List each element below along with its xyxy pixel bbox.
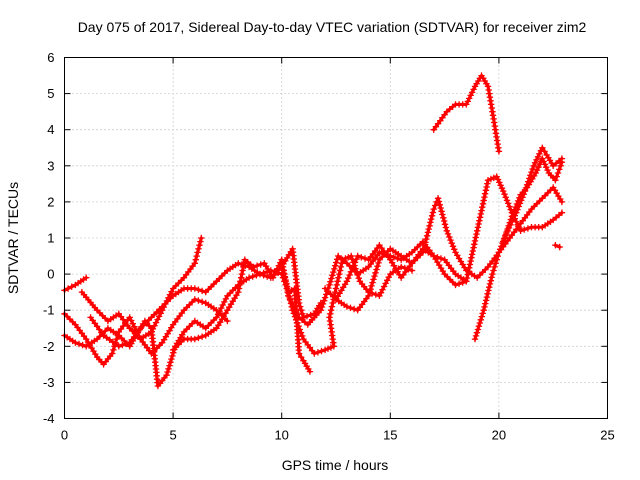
- chart-title: Day 075 of 2017, Sidereal Day-to-day VTE…: [78, 19, 587, 35]
- y-tick-label: 1: [47, 231, 54, 246]
- series-7: [278, 252, 416, 357]
- series-13: [552, 242, 563, 251]
- y-tick-label: 0: [47, 267, 54, 282]
- x-axis-label: GPS time / hours: [282, 457, 389, 473]
- series-points: [278, 252, 416, 357]
- series-points: [552, 242, 563, 251]
- x-tick-label: 0: [61, 428, 68, 443]
- plot-frame: [64, 57, 608, 419]
- series-points: [430, 72, 503, 155]
- y-tick-label: -3: [43, 375, 55, 390]
- series-9: [332, 173, 566, 303]
- series-points: [500, 155, 566, 245]
- series-line: [323, 185, 564, 312]
- x-tick-label: 10: [274, 428, 288, 443]
- series-8: [321, 184, 566, 314]
- x-tick-label: 15: [383, 428, 397, 443]
- series-10: [430, 72, 503, 155]
- series-points: [332, 173, 566, 303]
- series-points: [61, 274, 90, 294]
- x-tick-label: 5: [169, 428, 176, 443]
- y-tick-label: 3: [47, 158, 54, 173]
- y-tick-label: -1: [43, 303, 55, 318]
- series-4: [78, 234, 205, 343]
- series-line: [62, 297, 229, 366]
- y-tick-label: -2: [43, 339, 55, 354]
- axis-ticks: 0 5 10 15 20 25 -4 -3 -2 -1 0 1 2 3 4 5 6: [43, 50, 615, 443]
- x-tick-label: 20: [492, 428, 506, 443]
- y-tick-label: 6: [47, 50, 54, 65]
- series-12: [500, 155, 566, 245]
- series-line: [171, 240, 468, 352]
- y-tick-label: 4: [47, 122, 54, 137]
- series-points: [61, 296, 231, 368]
- y-tick-label: 2: [47, 194, 54, 209]
- series-group: [61, 72, 566, 390]
- y-tick-label: -4: [43, 411, 55, 426]
- series-6: [169, 238, 470, 354]
- series-5: [87, 245, 324, 350]
- series-points: [321, 184, 566, 314]
- series-points: [78, 234, 205, 343]
- series-points: [169, 238, 470, 354]
- x-tick-label: 25: [600, 428, 614, 443]
- y-tick-label: 5: [47, 86, 54, 101]
- series-2: [61, 296, 231, 368]
- grid: [64, 57, 608, 419]
- series-1: [61, 274, 90, 294]
- y-axis-label: SDTVAR / TECUs: [5, 182, 21, 294]
